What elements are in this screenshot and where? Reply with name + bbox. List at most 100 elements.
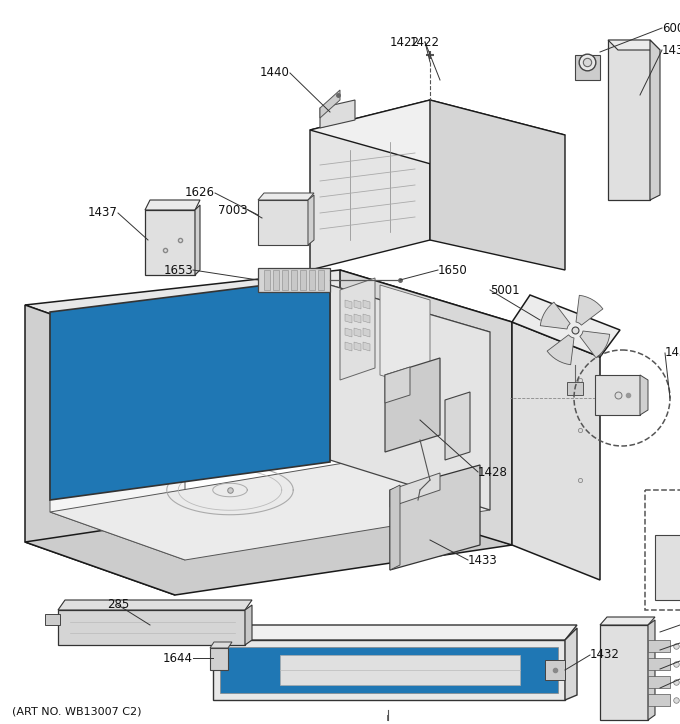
Polygon shape — [291, 270, 297, 290]
Polygon shape — [258, 200, 308, 245]
Polygon shape — [210, 648, 228, 670]
Polygon shape — [310, 100, 565, 168]
Polygon shape — [145, 210, 195, 275]
Polygon shape — [258, 268, 330, 292]
Polygon shape — [640, 375, 648, 415]
Polygon shape — [363, 328, 370, 337]
Polygon shape — [567, 382, 583, 395]
Polygon shape — [608, 40, 650, 200]
Polygon shape — [600, 625, 648, 720]
Text: 1428: 1428 — [478, 466, 508, 479]
Polygon shape — [282, 270, 288, 290]
Polygon shape — [390, 465, 480, 570]
Polygon shape — [264, 270, 270, 290]
Polygon shape — [50, 320, 185, 560]
Polygon shape — [340, 278, 375, 380]
Polygon shape — [45, 614, 60, 625]
Polygon shape — [220, 647, 558, 693]
Polygon shape — [345, 314, 352, 323]
Polygon shape — [50, 462, 490, 560]
Text: 5001: 5001 — [490, 284, 520, 297]
Polygon shape — [430, 100, 565, 270]
Polygon shape — [345, 328, 352, 337]
Text: 1650: 1650 — [438, 264, 468, 277]
Polygon shape — [62, 352, 70, 362]
Polygon shape — [385, 367, 410, 403]
Polygon shape — [580, 331, 610, 358]
Text: 1433: 1433 — [468, 554, 498, 566]
Polygon shape — [345, 342, 352, 351]
Polygon shape — [354, 300, 361, 309]
Polygon shape — [354, 314, 361, 323]
Polygon shape — [318, 270, 324, 290]
Text: 1626: 1626 — [185, 187, 215, 200]
Polygon shape — [213, 625, 577, 640]
Polygon shape — [363, 300, 370, 309]
Polygon shape — [547, 334, 574, 365]
Polygon shape — [320, 100, 355, 128]
Polygon shape — [354, 328, 361, 337]
Polygon shape — [648, 694, 670, 706]
Polygon shape — [64, 364, 72, 374]
Polygon shape — [380, 285, 430, 390]
Polygon shape — [363, 342, 370, 351]
Polygon shape — [595, 375, 640, 415]
Polygon shape — [541, 302, 570, 329]
Polygon shape — [512, 295, 620, 357]
Polygon shape — [309, 270, 315, 290]
Polygon shape — [58, 600, 252, 610]
Polygon shape — [68, 375, 135, 455]
Text: 1440: 1440 — [260, 67, 290, 80]
Polygon shape — [648, 620, 655, 720]
Text: 6006: 6006 — [662, 22, 680, 35]
Text: (ART NO. WB13007 C2): (ART NO. WB13007 C2) — [12, 707, 141, 717]
Polygon shape — [390, 485, 400, 570]
Polygon shape — [445, 392, 470, 460]
Text: 1422: 1422 — [410, 35, 440, 49]
Polygon shape — [280, 655, 520, 685]
Polygon shape — [565, 628, 577, 700]
Polygon shape — [575, 55, 600, 80]
Polygon shape — [600, 617, 655, 625]
Polygon shape — [58, 610, 245, 645]
Polygon shape — [308, 195, 314, 245]
Polygon shape — [576, 295, 603, 325]
Text: 7003: 7003 — [218, 203, 248, 216]
Polygon shape — [60, 340, 68, 350]
Polygon shape — [354, 342, 361, 351]
Polygon shape — [195, 205, 200, 275]
Text: 1438: 1438 — [662, 43, 680, 56]
Text: 1434: 1434 — [665, 347, 680, 360]
Text: 1644: 1644 — [163, 652, 193, 665]
Polygon shape — [145, 200, 200, 210]
Text: 285: 285 — [107, 599, 129, 612]
Bar — [645, 490, 680, 610]
Polygon shape — [648, 676, 670, 688]
Polygon shape — [310, 100, 430, 270]
Polygon shape — [648, 640, 670, 652]
Text: 1653: 1653 — [163, 264, 193, 277]
Polygon shape — [650, 40, 660, 200]
Polygon shape — [385, 358, 440, 452]
Text: 1432: 1432 — [590, 649, 620, 662]
Polygon shape — [25, 270, 512, 358]
Polygon shape — [300, 270, 306, 290]
Polygon shape — [345, 300, 352, 309]
Polygon shape — [213, 640, 565, 700]
Polygon shape — [50, 277, 330, 500]
Polygon shape — [210, 642, 232, 648]
Text: 1422: 1422 — [390, 35, 420, 49]
Polygon shape — [273, 270, 279, 290]
Polygon shape — [25, 305, 175, 595]
Polygon shape — [330, 285, 490, 510]
Polygon shape — [363, 314, 370, 323]
Polygon shape — [655, 535, 680, 600]
Polygon shape — [390, 473, 440, 507]
Polygon shape — [245, 605, 252, 645]
Polygon shape — [25, 492, 512, 595]
Polygon shape — [340, 270, 512, 545]
Polygon shape — [608, 40, 660, 50]
Polygon shape — [320, 90, 340, 118]
Text: 1437: 1437 — [88, 206, 118, 219]
Polygon shape — [66, 376, 74, 386]
